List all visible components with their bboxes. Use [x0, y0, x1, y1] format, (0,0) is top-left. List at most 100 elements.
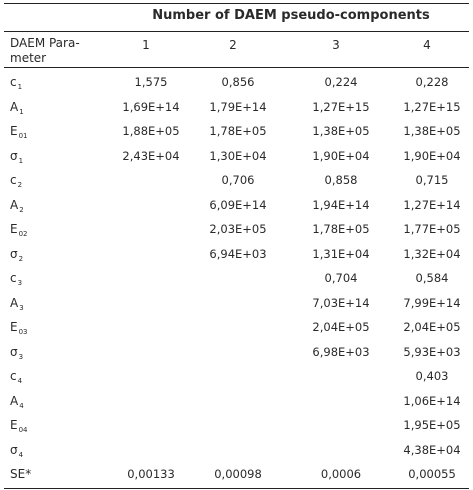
- value-cell-col3: 1,31E+04: [312, 246, 370, 261]
- parameter-header-line1: DAEM Para-: [10, 36, 80, 50]
- parameter-column-header: DAEM Para- meter: [10, 36, 100, 66]
- column-group-title: Number of DAEM pseudo-components: [152, 8, 430, 23]
- value-cell-col1: 0,00133: [127, 467, 175, 481]
- parameter-symbol: σ: [10, 246, 18, 261]
- value-cell-col2: 2,03E+05: [209, 222, 267, 236]
- parameter-label: A1: [10, 100, 24, 116]
- value-cell-col4: 1,06E+14: [403, 393, 461, 408]
- table-row: E03 2,04E+05 2,04E+05: [0, 316, 473, 340]
- value-cell-col4: 0,715: [415, 173, 449, 187]
- value-cell-col4: 7,99E+14: [403, 295, 461, 310]
- parameter-label: c1: [10, 75, 22, 91]
- parameter-subscript: 04: [18, 426, 28, 434]
- value-cell-col2: 1,79E+14: [209, 99, 267, 114]
- column-header-2: 2: [229, 38, 237, 52]
- parameter-symbol: c: [10, 271, 17, 285]
- parameter-subscript: 1: [19, 107, 24, 116]
- parameter-subscript: 1: [17, 83, 23, 91]
- parameter-subscript: 2: [18, 254, 24, 263]
- value-cell-col3: 0,0006: [320, 467, 362, 481]
- value-cell-col4: 0,00055: [408, 467, 456, 481]
- value-cell-col3: 0,858: [324, 173, 358, 187]
- parameter-label: A4: [10, 394, 24, 410]
- value-cell-col3: 6,98E+03: [312, 344, 370, 359]
- value-cell-col4: 5,93E+03: [403, 344, 461, 359]
- parameter-subscript: 4: [19, 401, 24, 410]
- parameter-subscript: 4: [17, 377, 23, 385]
- parameter-symbol: E: [10, 418, 18, 432]
- value-cell-col2: 0,00098: [214, 467, 262, 481]
- parameter-symbol: c: [10, 173, 17, 187]
- parameter-symbol: A: [10, 393, 19, 408]
- parameter-label: c3: [10, 271, 22, 287]
- value-cell-col1: 1,88E+05: [122, 124, 180, 138]
- column-header-3: 3: [332, 38, 340, 52]
- table-row: c1 1,575 0,856 0,224 0,228: [0, 71, 473, 95]
- parameter-subscript: 02: [18, 230, 28, 238]
- parameter-symbol: c: [10, 369, 17, 383]
- table-row: A3 7,03E+14 7,99E+14: [0, 292, 473, 316]
- value-cell-col4: 0,228: [415, 75, 449, 89]
- table-row: A4 1,06E+14: [0, 390, 473, 414]
- parameter-label: c4: [10, 369, 22, 385]
- value-cell-col1: 2,43E+04: [122, 148, 180, 163]
- header-rule: [4, 67, 469, 68]
- value-cell-col4: 2,04E+05: [403, 320, 461, 334]
- parameter-label: E04: [10, 418, 28, 434]
- parameter-header-line2: meter: [10, 51, 47, 65]
- table-row: A2 6,09E+14 1,94E+14 1,27E+14: [0, 194, 473, 218]
- value-cell-col4: 1,77E+05: [403, 222, 461, 236]
- column-group-rule: [4, 31, 469, 32]
- parameter-label: c2: [10, 173, 22, 189]
- parameter-symbol: σ: [10, 148, 18, 163]
- parameter-label: σ2: [10, 247, 23, 263]
- value-cell-col2: 1,78E+05: [209, 124, 267, 138]
- table-row: c4 0,403: [0, 365, 473, 389]
- parameter-subscript: 3: [18, 352, 24, 361]
- column-header-1: 1: [142, 38, 150, 52]
- value-cell-col3: 0,224: [324, 75, 358, 89]
- parameter-subscript: 03: [18, 328, 28, 336]
- parameter-symbol: A: [10, 295, 19, 310]
- table-row: E04 1,95E+05: [0, 414, 473, 438]
- value-cell-col3: 0,704: [324, 271, 358, 285]
- value-cell-col1: 1,575: [134, 75, 168, 89]
- value-cell-col3: 1,94E+14: [312, 197, 370, 212]
- table-row: E02 2,03E+05 1,78E+05 1,77E+05: [0, 218, 473, 242]
- parameter-subscript: 3: [19, 303, 24, 312]
- parameter-subscript: 2: [17, 181, 23, 189]
- value-cell-col2: 0,706: [221, 173, 255, 187]
- parameter-label: A3: [10, 296, 24, 312]
- parameter-symbol: E: [10, 320, 18, 334]
- value-cell-col1: 1,69E+14: [122, 99, 180, 114]
- parameter-label: σ3: [10, 345, 23, 361]
- parameter-label: σ1: [10, 149, 23, 165]
- table-row: c3 0,704 0,584: [0, 267, 473, 291]
- parameter-symbol: E: [10, 124, 18, 138]
- parameter-symbol: SE*: [10, 467, 32, 481]
- value-cell-col4: 1,27E+15: [403, 99, 461, 114]
- value-cell-col3: 1,90E+04: [312, 148, 370, 163]
- column-header-4: 4: [423, 38, 431, 52]
- value-cell-col4: 1,27E+14: [403, 197, 461, 212]
- value-cell-col4: 0,584: [415, 271, 449, 285]
- table-row: E01 1,88E+05 1,78E+05 1,38E+05 1,38E+05: [0, 120, 473, 144]
- table-row: c2 0,706 0,858 0,715: [0, 169, 473, 193]
- value-cell-col3: 1,38E+05: [312, 124, 370, 138]
- value-cell-col2: 0,856: [221, 75, 255, 89]
- parameter-label: E02: [10, 222, 28, 238]
- parameter-label: A2: [10, 198, 24, 214]
- table-row: σ1 2,43E+04 1,30E+04 1,90E+04 1,90E+04: [0, 145, 473, 169]
- parameter-subscript: 01: [18, 132, 28, 140]
- table-top-rule: [4, 3, 469, 4]
- table-row: SE* 0,00133 0,00098 0,0006 0,00055: [0, 463, 473, 487]
- value-cell-col2: 6,09E+14: [209, 197, 267, 212]
- parameter-subscript: 3: [17, 279, 23, 287]
- parameter-symbol: σ: [10, 442, 18, 457]
- parameter-symbol: σ: [10, 344, 18, 359]
- value-cell-col3: 7,03E+14: [312, 295, 370, 310]
- value-cell-col4: 1,38E+05: [403, 124, 461, 138]
- table-row: A1 1,69E+14 1,79E+14 1,27E+15 1,27E+15: [0, 96, 473, 120]
- parameter-subscript: 2: [19, 205, 24, 214]
